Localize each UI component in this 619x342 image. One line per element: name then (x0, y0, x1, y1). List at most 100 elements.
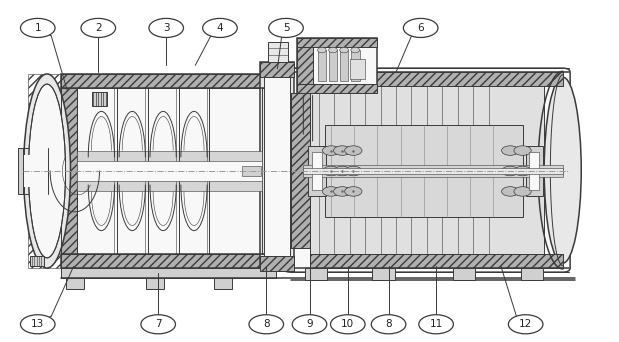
Circle shape (501, 146, 519, 155)
Circle shape (322, 187, 340, 196)
Bar (61, 88, 77, 254)
Bar (61, 88, 77, 254)
Text: 7: 7 (155, 319, 162, 329)
Circle shape (322, 166, 340, 176)
Bar (241, 166, 261, 176)
Bar (77, 161, 262, 181)
Circle shape (292, 315, 327, 334)
Bar (262, 88, 275, 254)
Text: 12: 12 (519, 319, 532, 329)
Circle shape (419, 315, 453, 334)
Bar (61, 74, 275, 88)
Bar (297, 47, 313, 84)
Circle shape (371, 315, 406, 334)
Circle shape (149, 18, 183, 38)
Bar (61, 268, 275, 278)
Bar (297, 38, 378, 47)
Bar (310, 86, 544, 254)
Ellipse shape (318, 47, 326, 53)
Bar (297, 38, 378, 93)
Circle shape (514, 166, 531, 176)
Ellipse shape (28, 84, 66, 258)
Bar (310, 254, 563, 268)
Circle shape (501, 166, 519, 176)
Circle shape (334, 146, 351, 155)
Circle shape (345, 146, 362, 155)
Text: 1: 1 (35, 23, 41, 33)
Bar (310, 72, 563, 86)
Bar (260, 62, 294, 272)
Bar (267, 42, 288, 62)
Bar (325, 125, 522, 217)
Circle shape (345, 187, 362, 196)
Bar (521, 268, 543, 280)
Text: 11: 11 (430, 319, 443, 329)
Bar (305, 268, 327, 280)
Bar (351, 50, 360, 81)
Bar (146, 278, 165, 289)
Ellipse shape (544, 77, 581, 263)
Bar (264, 77, 290, 256)
Bar (329, 50, 337, 81)
Bar (262, 88, 275, 254)
Bar (61, 74, 275, 88)
Circle shape (404, 18, 438, 38)
Circle shape (81, 18, 116, 38)
Bar (452, 268, 475, 280)
Bar (303, 168, 563, 174)
Bar (23, 155, 48, 187)
Circle shape (20, 315, 55, 334)
Circle shape (331, 315, 365, 334)
FancyBboxPatch shape (284, 68, 570, 272)
Ellipse shape (28, 84, 66, 258)
Circle shape (334, 187, 351, 196)
Circle shape (322, 146, 340, 155)
Bar (318, 50, 326, 81)
Bar (61, 254, 275, 268)
Bar (77, 150, 262, 192)
Circle shape (20, 18, 55, 38)
Bar (92, 92, 107, 106)
Ellipse shape (24, 74, 71, 268)
Bar (28, 74, 66, 268)
Bar (526, 146, 543, 196)
Bar (529, 152, 539, 190)
Bar (312, 152, 322, 190)
Text: 13: 13 (31, 319, 45, 329)
Circle shape (141, 315, 175, 334)
Bar (77, 88, 262, 254)
Bar (291, 93, 310, 248)
Circle shape (514, 146, 531, 155)
Bar (350, 58, 365, 79)
Bar (373, 268, 395, 280)
Ellipse shape (340, 47, 348, 53)
Text: 5: 5 (283, 23, 289, 33)
Bar (18, 148, 24, 194)
Text: 9: 9 (306, 319, 313, 329)
Text: 8: 8 (263, 319, 270, 329)
Bar (291, 93, 310, 248)
Text: 2: 2 (95, 23, 102, 33)
Circle shape (514, 187, 531, 196)
Bar (61, 254, 275, 268)
Text: 8: 8 (385, 319, 392, 329)
Text: 4: 4 (217, 23, 223, 33)
Circle shape (508, 315, 543, 334)
Circle shape (249, 315, 284, 334)
Bar (310, 254, 563, 268)
Bar (260, 256, 294, 272)
Text: 6: 6 (417, 23, 424, 33)
Ellipse shape (329, 47, 337, 53)
Circle shape (501, 187, 519, 196)
Ellipse shape (351, 47, 360, 53)
Bar (214, 278, 232, 289)
Bar (260, 62, 294, 77)
Text: 3: 3 (163, 23, 170, 33)
Bar (340, 50, 348, 81)
Circle shape (202, 18, 237, 38)
Bar (310, 72, 563, 86)
Bar (66, 278, 84, 289)
Bar (30, 256, 44, 266)
Text: 10: 10 (341, 319, 354, 329)
Circle shape (345, 166, 362, 176)
